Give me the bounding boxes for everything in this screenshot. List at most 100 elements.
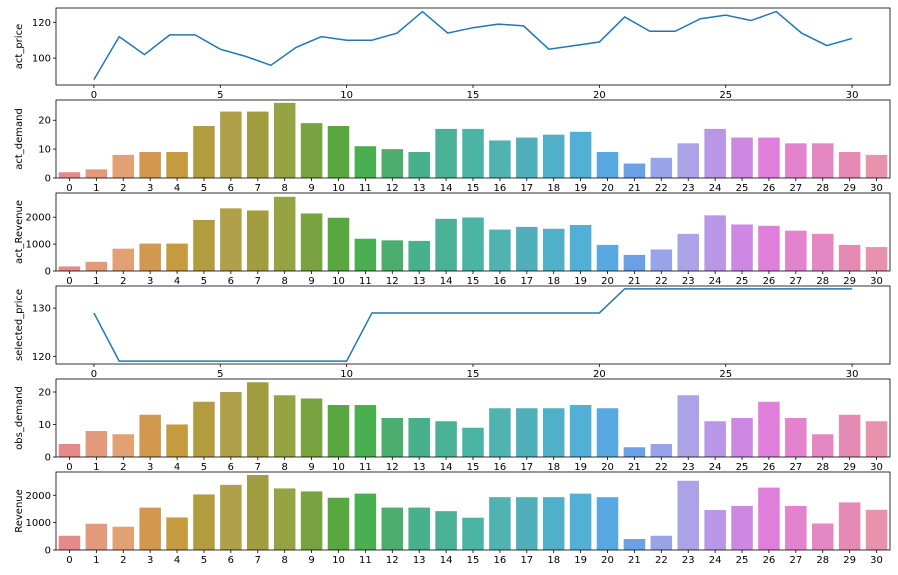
y-axis-label: obs_demand	[14, 386, 25, 450]
x-tick-label: 29	[843, 276, 856, 287]
bar-act_demand-11	[354, 146, 377, 178]
bar-act_demand-12	[381, 149, 404, 178]
bar-obs_demand-6	[220, 392, 242, 457]
x-tick-label: 24	[709, 462, 722, 473]
x-tick-label: 8	[281, 183, 287, 194]
bar-obs_demand-28	[811, 434, 834, 457]
axes-frame	[55, 378, 891, 458]
y-tick-label: 0	[45, 267, 51, 278]
x-tick-label: 15	[467, 90, 480, 101]
bar-act_demand-19	[569, 131, 592, 178]
x-tick-label: 15	[467, 462, 480, 473]
x-tick-label: 4	[174, 276, 180, 287]
x-tick-label: 22	[655, 183, 668, 194]
bar-act_demand-23	[677, 143, 699, 178]
bar-obs_demand-25	[731, 418, 753, 457]
bar-Revenue-14	[435, 511, 457, 550]
x-tick-label: 22	[655, 462, 668, 473]
bar-Revenue-15	[462, 517, 484, 550]
bar-act_Revenue-8	[273, 196, 296, 271]
bar-obs_demand-18	[542, 408, 565, 457]
x-tick-label: 22	[655, 555, 668, 566]
y-tick-label: 120	[32, 352, 51, 363]
bar-act_Revenue-29	[838, 244, 861, 271]
x-tick-label: 10	[340, 90, 353, 101]
x-tick-label: 17	[520, 462, 533, 473]
x-tick-label: 3	[147, 183, 153, 194]
x-tick-label: 3	[147, 462, 153, 473]
bar-act_Revenue-18	[542, 228, 565, 271]
bar-act_demand-26	[758, 137, 780, 178]
axes-frame	[55, 285, 891, 365]
x-tick-label: 20	[601, 276, 614, 287]
bar-act_Revenue-17	[516, 226, 538, 271]
bar-obs_demand-27	[785, 418, 807, 457]
bar-Revenue-9	[300, 491, 323, 550]
panel-selected_price: 0 5 10 15 20 25 30 120 130 selected_price	[14, 285, 891, 380]
y-axis-label: selected_price	[14, 289, 25, 361]
bar-act_Revenue-13	[408, 240, 430, 271]
x-tick-label: 25	[736, 183, 749, 194]
x-tick-label: 2	[120, 462, 126, 473]
x-tick-label: 25	[736, 462, 749, 473]
x-tick-label: 10	[332, 183, 345, 194]
x-tick-label: 19	[574, 462, 587, 473]
x-tick-label: 11	[359, 183, 372, 194]
panel-act_demand: 0 1 2 3 4 5 6 7 8 9 10 11 12 13 14 15 16 17 18 19 20 21 22 23 24…	[14, 99, 891, 194]
bar-Revenue-7	[247, 475, 269, 550]
bar-act_demand-17	[516, 137, 538, 178]
y-tick-label: 20	[38, 116, 51, 127]
bar-act_Revenue-11	[354, 238, 377, 271]
x-tick-label: 10	[332, 462, 345, 473]
bar-Revenue-2	[112, 526, 135, 550]
y-axis-label: act_demand	[14, 108, 25, 170]
x-tick-label: 20	[601, 183, 614, 194]
bar-obs_demand-15	[462, 427, 484, 457]
x-tick-label: 17	[520, 183, 533, 194]
bar-act_demand-16	[489, 140, 511, 178]
y-tick-label: 2000	[26, 491, 51, 502]
x-tick-label: 18	[547, 183, 560, 194]
bar-obs_demand-13	[408, 418, 430, 457]
x-tick-label: 5	[201, 183, 207, 194]
bar-Revenue-29	[838, 502, 861, 550]
x-tick-label: 13	[413, 183, 426, 194]
bar-Revenue-27	[785, 505, 807, 550]
x-tick-label: 3	[147, 555, 153, 566]
bar-act_Revenue-25	[731, 224, 753, 271]
bar-act_demand-14	[435, 128, 457, 178]
bar-obs_demand-14	[435, 421, 457, 457]
y-tick-label: 10	[38, 145, 51, 156]
x-tick-label: 21	[628, 462, 641, 473]
bar-obs_demand-29	[838, 414, 861, 457]
x-tick-label: 30	[870, 462, 883, 473]
x-tick-label: 4	[174, 555, 180, 566]
bar-obs_demand-24	[704, 421, 726, 457]
bar-Revenue-4	[166, 517, 188, 550]
bar-Revenue-19	[569, 493, 592, 550]
bar-act_Revenue-3	[139, 243, 161, 271]
bar-obs_demand-2	[112, 434, 135, 457]
line-act_price	[93, 10, 853, 81]
bar-Revenue-10	[327, 497, 350, 550]
x-tick-label: 20	[593, 90, 606, 101]
x-tick-label: 0	[66, 555, 72, 566]
x-tick-label: 0	[66, 276, 72, 287]
x-tick-label: 17	[520, 555, 533, 566]
x-tick-label: 21	[628, 276, 641, 287]
y-tick-label: 0	[45, 453, 51, 464]
x-tick-label: 9	[308, 555, 314, 566]
bar-obs_demand-5	[193, 401, 215, 457]
x-tick-label: 19	[574, 183, 587, 194]
bar-Revenue-20	[596, 497, 619, 550]
bar-act_Revenue-26	[758, 225, 780, 271]
x-tick-label: 29	[843, 555, 856, 566]
x-tick-label: 24	[709, 555, 722, 566]
bar-obs_demand-30	[865, 421, 888, 457]
x-tick-label: 2	[120, 183, 126, 194]
bar-act_Revenue-21	[623, 254, 646, 271]
x-tick-label: 25	[719, 90, 732, 101]
bar-act_demand-1	[85, 169, 108, 178]
bar-Revenue-11	[354, 493, 377, 550]
x-tick-label: 3	[147, 276, 153, 287]
